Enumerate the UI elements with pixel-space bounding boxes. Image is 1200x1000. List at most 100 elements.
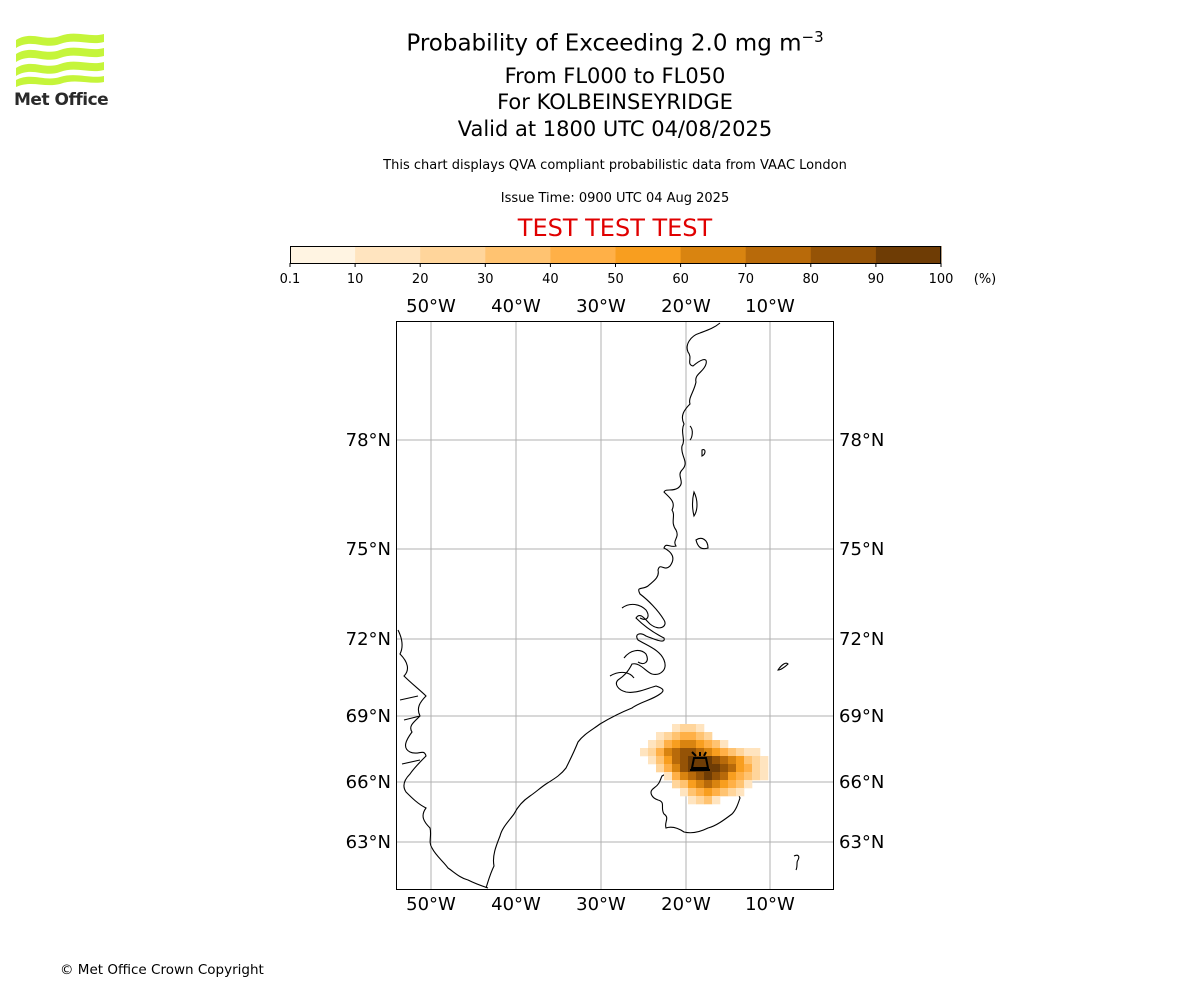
plume-cell	[760, 772, 769, 781]
plume-cell	[720, 772, 729, 781]
plume-cell	[720, 788, 729, 797]
plume-cell	[728, 756, 737, 765]
plume-cell	[704, 756, 713, 765]
plume-cell	[736, 748, 745, 757]
plume-cell	[704, 780, 713, 789]
plume-cell	[712, 756, 721, 765]
greenland-inner-fjord-2	[623, 649, 648, 665]
plume-cell	[672, 740, 681, 749]
plume-cell	[664, 732, 673, 741]
greenland-west-island-3	[399, 695, 419, 701]
plume-cell	[712, 772, 721, 781]
faroe-islands	[793, 854, 800, 871]
map-gridlines	[397, 322, 833, 889]
plume-cell	[680, 740, 689, 749]
colorbar-tick-label: 30	[477, 272, 494, 287]
longitude-label: 50°W	[406, 894, 456, 915]
jan-mayen	[776, 662, 789, 671]
issue-time: Issue Time: 0900 UTC 04 Aug 2025	[500, 191, 730, 206]
colorbar-tick-label: 80	[803, 272, 820, 287]
met-office-logo: Met Office	[14, 30, 109, 112]
colorbar-segment	[745, 246, 812, 263]
latitude-label: 72°N	[346, 629, 391, 650]
longitude-label: 20°W	[661, 296, 711, 317]
colorbar-segment	[550, 246, 616, 263]
latitude-label: 69°N	[839, 706, 884, 727]
longitude-label: 10°W	[745, 894, 795, 915]
plume-cell	[688, 772, 697, 781]
plume-cell	[736, 780, 745, 789]
plume-cell	[712, 796, 721, 805]
colorbar-segment	[875, 246, 942, 263]
plume-cell	[704, 788, 713, 797]
qva-note: This chart displays QVA compliant probab…	[383, 158, 847, 173]
island-north-2	[701, 449, 706, 457]
plume-cell	[704, 740, 713, 749]
colorbar-tick-label: 60	[672, 272, 689, 287]
title-unit-exponent: −3	[801, 28, 824, 46]
plume-cell	[736, 772, 745, 781]
colorbar-tick-label: 40	[542, 272, 559, 287]
plume-cell	[720, 756, 729, 765]
colorbar-segment	[485, 246, 551, 263]
plume-cell	[656, 732, 665, 741]
longitude-label: 20°W	[661, 894, 711, 915]
greenland-inner-fjord-3	[609, 671, 635, 679]
logo-text: Met Office	[14, 90, 109, 110]
chart-title: Probability of Exceeding 2.0 mg m−3	[0, 28, 1200, 57]
plume-cell	[664, 764, 673, 773]
plume-cell	[688, 780, 697, 789]
plume-cell	[712, 780, 721, 789]
plume-cell	[712, 748, 721, 757]
colorbar-segment	[810, 246, 877, 263]
plume-cell	[680, 748, 689, 757]
colorbar-tick-label: 50	[607, 272, 624, 287]
plume-cell	[760, 756, 769, 765]
plume-cell	[728, 780, 737, 789]
greenland-west-coast	[397, 629, 489, 889]
plume-cell	[744, 780, 753, 789]
plume-cell	[712, 788, 721, 797]
test-banner: TEST TEST TEST	[517, 214, 713, 242]
greenland-east-coast	[485, 322, 721, 889]
colorbar-tick-label: 0.1	[280, 272, 301, 287]
greenland-west-island-1	[401, 759, 421, 765]
plume-cell	[664, 748, 673, 757]
title-main: Probability of Exceeding 2.0 mg m	[406, 30, 802, 57]
plume-cell	[720, 740, 729, 749]
plume-cell	[696, 756, 705, 765]
logo-waves-icon	[16, 33, 104, 87]
latitude-label: 75°N	[839, 539, 884, 560]
plume-cell	[688, 756, 697, 765]
plume-cell	[664, 756, 673, 765]
latitude-label: 69°N	[346, 706, 391, 727]
longitude-label: 30°W	[576, 894, 626, 915]
latitude-label: 66°N	[839, 772, 884, 793]
plume-cell	[680, 724, 689, 733]
plume-cell	[688, 788, 697, 797]
map-panel	[396, 321, 834, 890]
plume-cell	[672, 732, 681, 741]
plume-cell	[744, 748, 753, 757]
plume-cell	[688, 796, 697, 805]
greenland-west-island-2	[403, 715, 421, 721]
longitude-label: 40°W	[491, 894, 541, 915]
plume-cell	[704, 772, 713, 781]
plume-cell	[680, 788, 689, 797]
plume-cell	[648, 740, 657, 749]
island-north-1	[689, 425, 693, 441]
plume-cell	[672, 780, 681, 789]
latitude-labels: 78°N 78°N 75°N 75°N 72°N 72°N 69°N 69°N 66°N 66°N…	[346, 430, 885, 853]
plume-cell	[728, 772, 737, 781]
plume-cell	[712, 740, 721, 749]
valid-time: Valid at 1800 UTC 04/08/2025	[457, 117, 773, 141]
plume-cell	[680, 756, 689, 765]
plume-cell	[728, 764, 737, 773]
colorbar-segment	[680, 246, 747, 263]
plume-cell	[688, 732, 697, 741]
volcano-icon	[690, 751, 710, 771]
latitude-label: 63°N	[839, 832, 884, 853]
plume-cell	[720, 764, 729, 773]
plume-cell	[696, 732, 705, 741]
plume-cell	[640, 748, 649, 757]
